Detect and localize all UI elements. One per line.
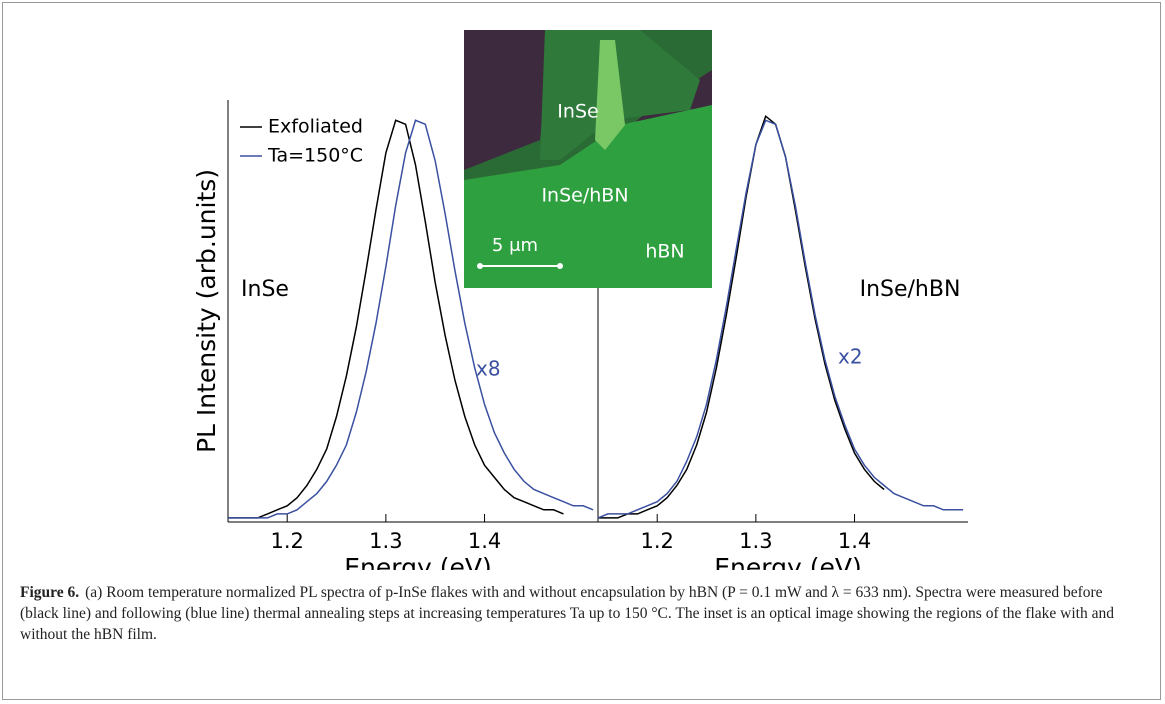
x-axis-label: Energy (eV)	[344, 553, 491, 570]
scale-note: x2	[838, 345, 863, 369]
x-tick-label: 1.3	[369, 529, 402, 553]
scale-note: x8	[476, 357, 501, 381]
inset-region	[595, 40, 625, 150]
x-tick-label: 1.4	[468, 529, 501, 553]
legend-label: Ta=150°C	[267, 145, 363, 167]
panel-label: InSe	[241, 277, 289, 302]
x-tick-label: 1.3	[739, 529, 772, 553]
spectrum-line	[598, 114, 885, 519]
inset-label: 5 μm	[492, 235, 538, 256]
spectrum-line	[228, 119, 564, 519]
x-tick-label: 1.2	[270, 529, 303, 553]
spectrum-line	[597, 119, 964, 519]
caption-text: (a) Room temperature normalized PL spect…	[20, 584, 1114, 643]
inset-region	[464, 105, 712, 288]
x-tick-label: 1.2	[640, 529, 673, 553]
caption: Figure 6. (a) Room temperature normalized…	[20, 582, 1140, 645]
legend-label: Exfoliated	[268, 116, 363, 138]
inset-image: InSe InSe/hBN 5 μm hBN	[464, 30, 712, 288]
inset-label: hBN	[645, 241, 684, 263]
spectrum-line	[228, 119, 594, 519]
inset-label: InSe/hBN	[541, 185, 628, 207]
panel-label: InSe/hBN	[860, 277, 961, 302]
y-axis-label: PL Intensity (arb.units)	[192, 169, 221, 453]
caption-label: Figure 6.	[20, 584, 80, 601]
scale-bar-end	[477, 263, 483, 269]
scale-bar-end	[557, 263, 563, 269]
x-tick-label: 1.4	[838, 529, 871, 553]
inset-label: InSe	[557, 101, 598, 123]
x-axis-label: Energy (eV)	[714, 553, 861, 570]
